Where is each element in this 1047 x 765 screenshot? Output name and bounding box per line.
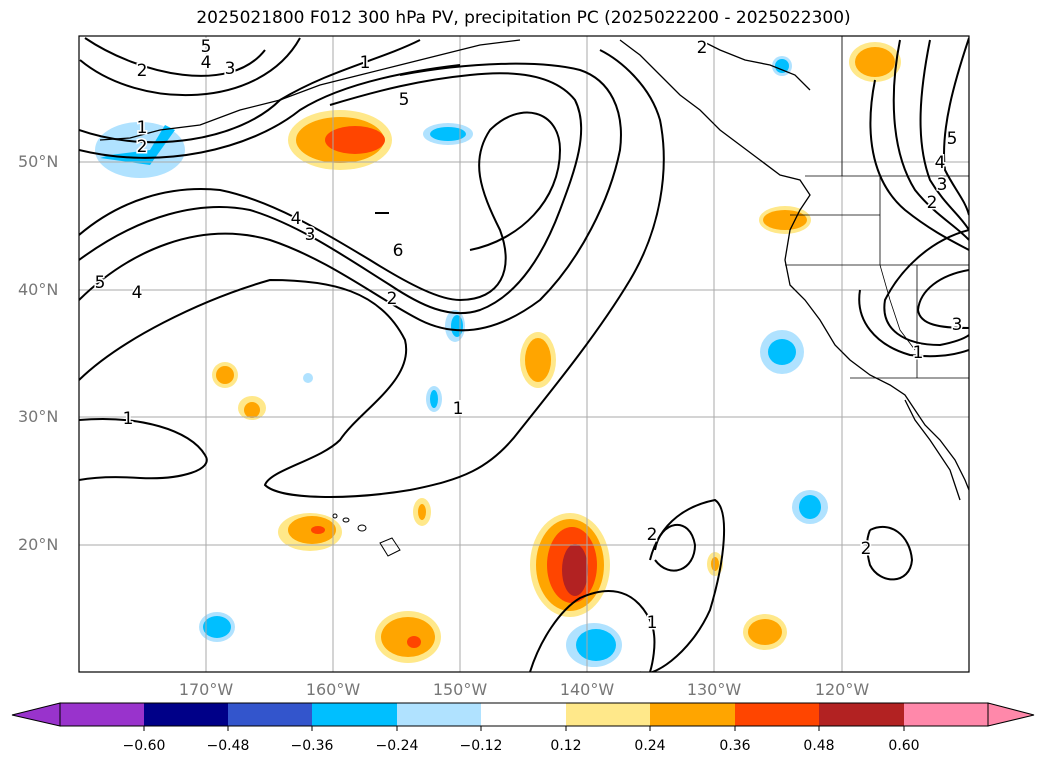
lon-label: 150°W: [432, 680, 488, 699]
contour-label: 2: [927, 193, 938, 213]
contour-label: 1: [360, 53, 371, 73]
contour-label: 1: [913, 343, 924, 363]
coastlines: [99, 39, 969, 501]
colorbar-tick-label: 0.24: [634, 738, 666, 754]
contour-label: 1: [453, 399, 464, 419]
lon-label: 160°W: [305, 680, 361, 699]
contour-label: 5: [95, 273, 106, 293]
lon-label: 170°W: [178, 680, 234, 699]
contour-label: 3: [225, 59, 236, 79]
lon-label: 130°W: [686, 680, 742, 699]
map-frame: [78, 35, 970, 673]
colorbar-tick-label: −0.12: [459, 738, 503, 754]
lat-label: 30°N: [18, 407, 59, 426]
contour-label: 1: [123, 409, 134, 429]
colorbar-tick-label: −0.24: [375, 738, 419, 754]
contour-label: 5: [399, 90, 410, 110]
contour-labels: 5 4 3 2 2 1 2 5 4 3 6 2 1 1 5 4 1 2 1 2 …: [93, 36, 964, 635]
colorbar-tick-label: −0.48: [206, 738, 250, 754]
contour-label: 2: [137, 61, 148, 81]
contour-label: 5: [201, 37, 212, 57]
colorbar-tick-label: 0.60: [888, 738, 920, 754]
contour-label: 4: [201, 53, 212, 73]
contour-label: 3: [937, 175, 948, 195]
contour-label: 1: [137, 118, 148, 138]
contour-label: 6: [393, 241, 404, 261]
contour-label: 2: [387, 289, 398, 309]
lat-label: 20°N: [18, 535, 59, 554]
pv-contours: [79, 37, 969, 672]
lat-label: 50°N: [18, 152, 59, 171]
colorbar-tick-label: 0.12: [550, 738, 582, 754]
lat-label: 40°N: [18, 280, 59, 299]
colorbar-tick-label: 0.48: [803, 738, 835, 754]
colorbar-tick-label: −0.36: [290, 738, 334, 754]
colorbar-tick-label: 0.36: [719, 738, 751, 754]
contour-label: 4: [132, 283, 143, 303]
contour-label: 4: [291, 209, 302, 229]
colorbar-tick-label: −0.60: [122, 738, 166, 754]
colorbar: [11, 702, 1035, 731]
contour-label: 2: [137, 137, 148, 157]
precip-shading: [95, 42, 901, 667]
contour-label: 4: [935, 153, 946, 173]
map-title: 2025021800 F012 300 hPa PV, precipitatio…: [196, 8, 851, 28]
graticule: [79, 36, 969, 672]
lon-label: 140°W: [559, 680, 615, 699]
contour-label: 5: [947, 129, 958, 149]
contour-label: 2: [861, 539, 872, 559]
contour-label: 2: [697, 38, 708, 58]
contour-label: 3: [305, 225, 316, 245]
lon-label: 120°W: [814, 680, 870, 699]
contour-label: 2: [647, 525, 658, 545]
state-borders: [785, 36, 969, 379]
hawaii-islands: [332, 513, 401, 557]
contour-label: 1: [647, 613, 658, 633]
contour-label: 3: [952, 315, 963, 335]
